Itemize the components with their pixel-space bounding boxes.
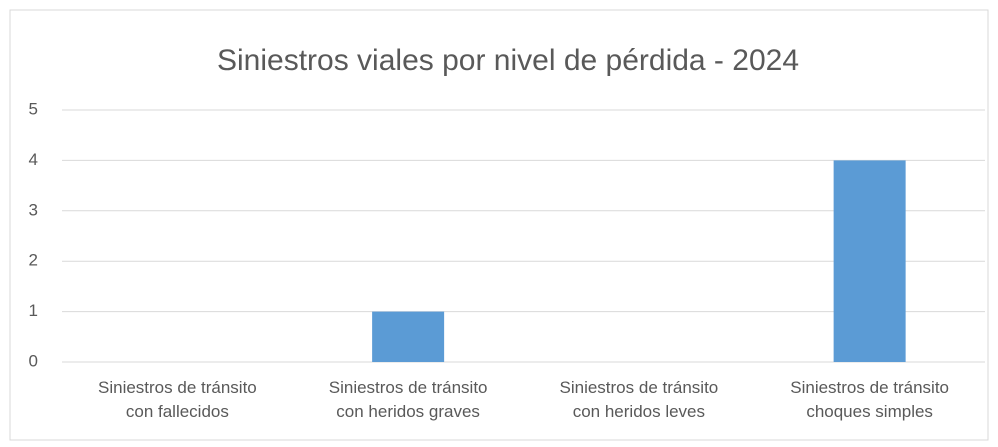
x-tick-label: Siniestros de tránsito con heridos grave…	[328, 378, 488, 421]
bar	[372, 311, 445, 362]
y-tick-label: 4	[29, 150, 38, 169]
x-tick-label: Siniestros de tránsito con fallecidos	[98, 378, 257, 421]
y-tick-label: 3	[29, 200, 38, 219]
chart-border	[9, 9, 989, 441]
bar	[833, 160, 906, 362]
x-tick-label: Siniestros de tránsito con heridos leves	[559, 378, 719, 421]
chart-title: Siniestros viales por nivel de pérdida -…	[217, 44, 799, 77]
y-tick-label: 2	[29, 251, 38, 270]
y-tick-label: 5	[29, 99, 38, 118]
y-tick-label: 0	[29, 351, 38, 370]
x-tick-label: Siniestros de tránsito choques simples	[790, 378, 949, 421]
y-tick-label: 1	[29, 301, 38, 320]
